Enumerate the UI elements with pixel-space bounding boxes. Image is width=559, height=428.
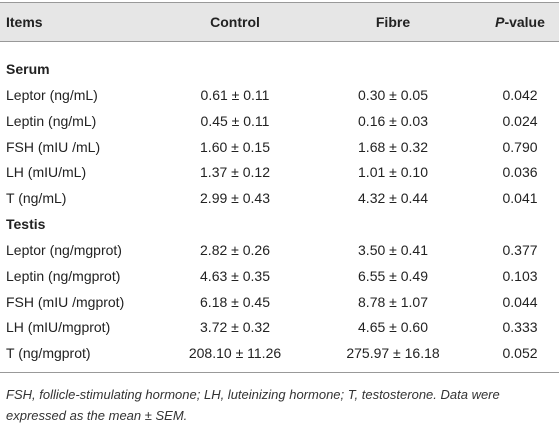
row-label: LH (mIU/mL)	[6, 164, 87, 181]
row-label: Leptor (ng/mL)	[6, 87, 98, 103]
value-cell: 0.45 ± 0.11	[200, 112, 270, 129]
value-cell: 8.78 ± 1.07	[358, 293, 428, 310]
header-text: -value	[504, 14, 545, 30]
section-title: Testis	[6, 216, 46, 232]
row-label: Leptin (ng/mL)	[6, 112, 97, 129]
header-band	[0, 2, 559, 42]
header-italic: P	[495, 14, 505, 30]
value-cell: 1.68 ± 0.32	[358, 138, 428, 155]
value-cell: 275.97 ± 16.18	[346, 345, 440, 362]
value-cell: 6.55 ± 0.49	[358, 267, 428, 284]
row-label: LH (mIU/mgprot)	[6, 319, 111, 336]
value-cell: 0.052	[502, 345, 538, 362]
value-cell: 1.01 ± 0.10	[358, 164, 428, 181]
value-cell: 0.042	[502, 87, 538, 103]
value-cell: 1.37 ± 0.12	[200, 164, 270, 181]
value-cell: 0.377	[502, 242, 538, 258]
row-label: Leptor (ng/mgprot)	[6, 242, 122, 258]
value-cell: 4.32 ± 0.44	[358, 190, 428, 207]
value-cell: 4.63 ± 0.35	[200, 267, 270, 284]
row-label: FSH (mIU /mgprot)	[6, 293, 125, 310]
header-cell: Items	[6, 14, 43, 30]
value-cell: 0.044	[502, 293, 538, 310]
value-cell: 0.103	[502, 267, 538, 284]
row-label: Leptin (ng/mgprot)	[6, 267, 121, 284]
value-cell: 0.16 ± 0.03	[358, 112, 428, 129]
value-cell: 0.036	[502, 164, 538, 181]
row-label: T (ng/mL)	[6, 190, 67, 207]
value-cell: 2.99 ± 0.43	[200, 190, 270, 207]
section-title: Serum	[6, 61, 50, 77]
value-cell: 0.333	[502, 319, 538, 336]
value-cell: 2.82 ± 0.26	[200, 242, 270, 258]
value-cell: 208.10 ± 11.26	[188, 345, 282, 362]
row-label: T (ng/mgprot)	[6, 345, 91, 362]
header-cell: P-value	[495, 13, 545, 31]
value-cell: 0.024	[502, 112, 538, 129]
value-cell: 0.790	[502, 138, 538, 155]
value-cell: 4.65 ± 0.60	[358, 319, 428, 336]
header-cell: Fibre	[375, 14, 411, 30]
value-cell: 3.50 ± 0.41	[358, 242, 428, 258]
value-cell: 0.041	[502, 190, 538, 207]
value-cell: 1.60 ± 0.15	[200, 138, 270, 155]
row-label: FSH (mIU /mL)	[6, 138, 101, 155]
value-cell: 3.72 ± 0.32	[200, 319, 270, 336]
value-cell: 0.61 ± 0.11	[200, 87, 270, 103]
bottom-rule	[0, 372, 559, 373]
header-cell: Control	[210, 14, 260, 30]
value-cell: 6.18 ± 0.45	[200, 293, 270, 310]
value-cell: 0.30 ± 0.05	[358, 87, 428, 103]
footnote: FSH, follicle-stimulating hormone; LH, l…	[6, 387, 500, 423]
